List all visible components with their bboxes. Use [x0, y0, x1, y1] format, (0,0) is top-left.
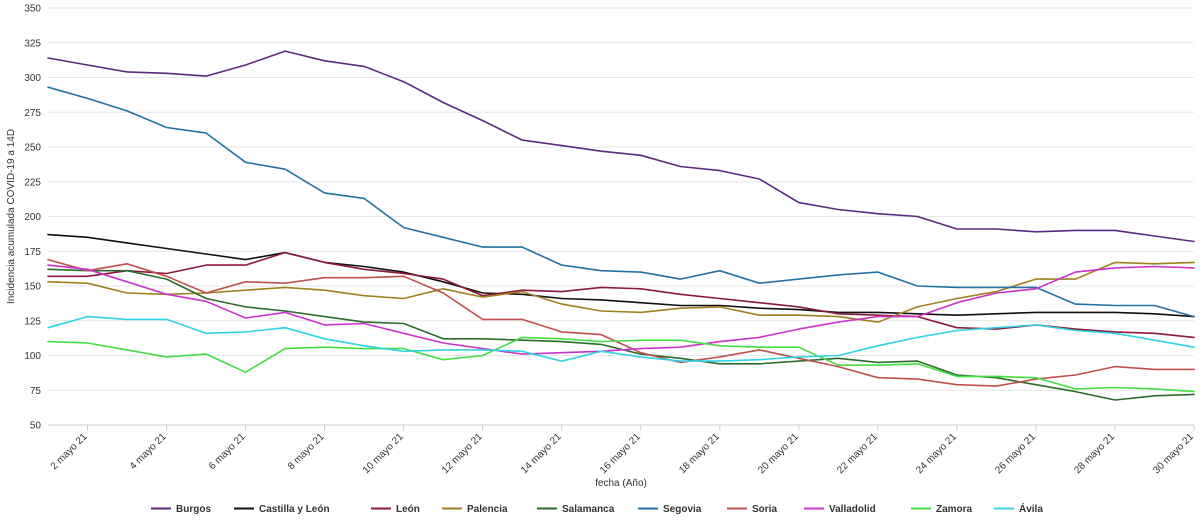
- y-tick-label: 150: [24, 282, 41, 293]
- x-tick-label: 6 mayo 21: [207, 431, 248, 472]
- x-tick-label: 28 mayo 21: [1072, 431, 1117, 476]
- series-line-palencia: [47, 261, 1195, 323]
- y-tick-label: 175: [24, 247, 41, 258]
- x-tick-label: 12 mayo 21: [440, 431, 485, 476]
- x-tick-label: 10 mayo 21: [361, 431, 406, 476]
- x-tick-label: 16 mayo 21: [598, 431, 643, 476]
- x-tick-label: 8 mayo 21: [286, 431, 327, 472]
- series-line-segovia: [47, 86, 1195, 318]
- y-tick-label: 100: [24, 351, 41, 362]
- y-axis-ticks: 50 75 100 125 150 175 200 225 250 275 300 325 350: [24, 4, 41, 432]
- x-tick-label: 18 mayo 21: [677, 431, 722, 476]
- series-line-zamora: [47, 336, 1195, 393]
- legend-item-burgos[interactable]: Burgos: [151, 504, 211, 515]
- y-tick-label: 350: [24, 4, 41, 15]
- legend-item-soria[interactable]: Soria: [727, 504, 777, 515]
- y-tick-label: 75: [30, 386, 42, 397]
- series-line-valladolid: [47, 264, 1195, 355]
- legend-label: Soria: [752, 504, 777, 515]
- series-line-soria: [47, 258, 1195, 387]
- series-line-avila: [47, 315, 1195, 362]
- legend-item-valladolid[interactable]: Valladolid: [804, 504, 876, 515]
- y-axis-title: Incidencia acumulada COVID-19 a 14D: [6, 129, 17, 304]
- x-tick-label: 24 mayo 21: [914, 431, 959, 476]
- legend-item-salamanca[interactable]: Salamanca: [537, 504, 615, 515]
- x-axis-ticks: 2 mayo 21 4 mayo 21 6 mayo 21 8 mayo 21 10 m…: [49, 425, 1196, 476]
- legend-item-avila[interactable]: Ávila: [994, 502, 1043, 515]
- y-tick-label: 325: [24, 38, 41, 49]
- legend: Burgos Castilla y León León Palencia Salaman…: [151, 502, 1043, 515]
- x-tick-label: 20 mayo 21: [756, 431, 801, 476]
- legend-item-palencia[interactable]: Palencia: [442, 504, 508, 515]
- legend-label: Segovia: [663, 504, 702, 515]
- x-tick-label: 14 mayo 21: [519, 431, 564, 476]
- grid-lines: [48, 7, 1194, 391]
- series-line-leon: [47, 251, 1195, 339]
- series-line-burgos: [47, 50, 1195, 243]
- x-tick-label: 2 mayo 21: [49, 431, 90, 472]
- legend-item-leon[interactable]: León: [371, 504, 420, 515]
- y-tick-label: 275: [24, 108, 41, 119]
- legend-item-segovia[interactable]: Segovia: [638, 504, 702, 515]
- legend-item-castilla-y-leon[interactable]: Castilla y León: [234, 504, 330, 515]
- legend-label: Palencia: [467, 504, 508, 515]
- legend-label: Valladolid: [829, 504, 876, 515]
- y-tick-label: 250: [24, 143, 41, 154]
- y-tick-label: 125: [24, 316, 41, 327]
- x-tick-label: 4 mayo 21: [128, 431, 169, 472]
- x-tick-label: 30 mayo 21: [1151, 431, 1196, 476]
- y-tick-label: 50: [30, 421, 42, 432]
- x-axis-title: fecha (Año): [595, 478, 647, 489]
- series-line-castilla-y-leon: [47, 233, 1195, 318]
- x-tick-label: 26 mayo 21: [993, 431, 1038, 476]
- series-lines: [47, 50, 1195, 401]
- legend-label: Ávila: [1019, 502, 1043, 515]
- legend-label: Zamora: [936, 504, 973, 515]
- legend-label: Salamanca: [562, 504, 615, 515]
- y-tick-label: 200: [24, 212, 41, 223]
- legend-label: Burgos: [176, 504, 211, 515]
- x-tick-label: 22 mayo 21: [835, 431, 880, 476]
- y-tick-label: 225: [24, 177, 41, 188]
- legend-item-zamora[interactable]: Zamora: [911, 504, 973, 515]
- legend-label: Castilla y León: [259, 504, 330, 515]
- y-tick-label: 300: [24, 73, 41, 84]
- legend-label: León: [396, 504, 420, 515]
